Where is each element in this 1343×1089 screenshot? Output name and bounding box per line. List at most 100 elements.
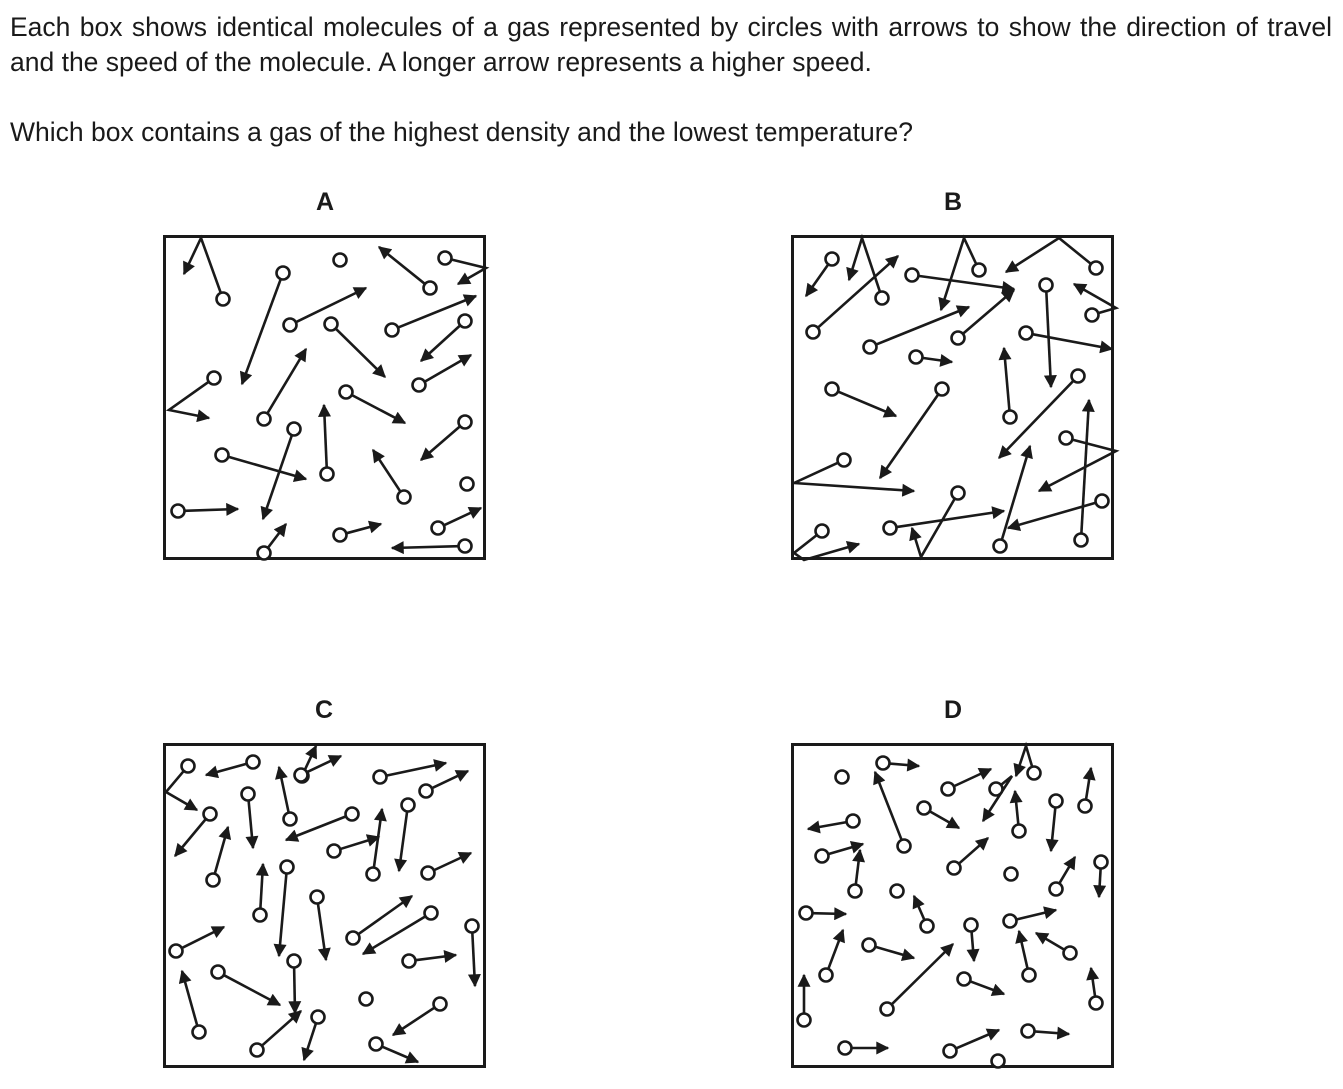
molecule-circle (332, 252, 348, 268)
molecule (912, 894, 935, 934)
molecule (326, 834, 381, 859)
molecule-circle (396, 489, 412, 505)
molecule-circle (170, 503, 186, 519)
velocity-arrow (261, 1010, 302, 1047)
velocity-arrow (1037, 438, 1120, 493)
molecule-circle (818, 967, 834, 983)
molecule (204, 754, 261, 779)
velocity-arrow (1080, 398, 1095, 534)
molecule (338, 384, 407, 425)
molecule-circle (400, 797, 416, 813)
molecule (420, 313, 473, 362)
velocity-arrow (351, 393, 407, 425)
molecule (992, 444, 1033, 554)
gas-box-a[interactable] (163, 234, 490, 561)
velocity-arrow (873, 770, 903, 841)
velocity-arrow (174, 818, 207, 857)
molecule-circle (411, 377, 427, 393)
velocity-arrow (303, 744, 318, 771)
molecule-circle (459, 476, 475, 492)
gas-box-c[interactable] (163, 743, 486, 1068)
velocity-arrow (793, 461, 916, 497)
molecule-circle (988, 781, 1004, 797)
molecule (814, 841, 865, 864)
velocity-arrow (301, 1022, 318, 1062)
molecule (164, 758, 199, 812)
velocity-arrow (255, 862, 269, 909)
molecule-circle (950, 330, 966, 346)
molecule-circle (215, 291, 231, 307)
molecule-circle (875, 755, 891, 771)
molecule (1009, 789, 1027, 839)
molecule (275, 765, 298, 827)
molecule-circle (1003, 866, 1019, 882)
molecule (418, 769, 470, 799)
velocity-arrow (1006, 501, 1097, 532)
molecule (332, 520, 383, 543)
molecule-circle (457, 538, 473, 554)
velocity-arrow (260, 434, 294, 521)
velocity-arrow (288, 967, 302, 1015)
molecule (1038, 277, 1057, 389)
velocity-arrow (245, 800, 259, 850)
molecule-circle (202, 806, 218, 822)
molecule-circle (834, 769, 850, 785)
gas-box-b[interactable] (791, 233, 1120, 562)
velocity-arrow (875, 305, 971, 346)
molecule (464, 918, 481, 988)
molecule-circle (1026, 765, 1042, 781)
molecule (249, 1010, 302, 1058)
molecule-circle (837, 1040, 853, 1056)
molecule (909, 485, 966, 561)
velocity-arrow (816, 255, 899, 329)
velocity-arrow (998, 379, 1075, 459)
molecule (793, 452, 916, 497)
molecule (938, 234, 987, 312)
molecule (1020, 1023, 1071, 1040)
molecule-circle (293, 767, 309, 783)
molecule (798, 905, 848, 921)
velocity-arrow (981, 774, 1014, 823)
molecule-circle (963, 917, 979, 933)
molecule (420, 851, 473, 881)
molecule (824, 381, 898, 418)
molecule-circle (956, 971, 972, 987)
molecule-circle (1093, 854, 1109, 870)
velocity-arrow (371, 448, 402, 493)
velocity-arrow (394, 811, 409, 873)
molecule-circle (1073, 532, 1089, 548)
molecule-circle (282, 317, 298, 333)
gas-box-d[interactable] (791, 741, 1114, 1069)
molecule-circle (332, 527, 348, 543)
velocity-arrow (316, 903, 331, 962)
velocity-arrow (1043, 291, 1057, 389)
molecule (908, 349, 954, 367)
molecule-circle (1058, 430, 1074, 446)
box-label-a: A (315, 188, 335, 216)
velocity-arrow (1034, 931, 1066, 951)
molecule-circle (1018, 325, 1034, 341)
molecule (182, 234, 231, 307)
molecule (170, 502, 240, 519)
velocity-arrow (1013, 741, 1034, 778)
molecule-circle (1094, 493, 1110, 509)
velocity-arrow (420, 324, 462, 362)
velocity-arrow (969, 980, 1006, 996)
molecule-circle (279, 859, 295, 875)
molecule (862, 305, 971, 355)
molecule (946, 837, 989, 876)
box-label-d: D (943, 696, 963, 724)
molecule-circle (423, 905, 439, 921)
molecule (205, 825, 232, 888)
molecule (804, 251, 840, 298)
molecule (1034, 931, 1078, 961)
molecule-circle (836, 452, 852, 468)
velocity-arrow (878, 393, 940, 480)
molecule (437, 250, 490, 286)
velocity-arrow (213, 825, 232, 875)
molecule (165, 370, 222, 423)
molecule (358, 991, 374, 1007)
molecule-circle (206, 370, 222, 386)
molecule-circle (1020, 1023, 1036, 1039)
molecule (818, 928, 845, 983)
